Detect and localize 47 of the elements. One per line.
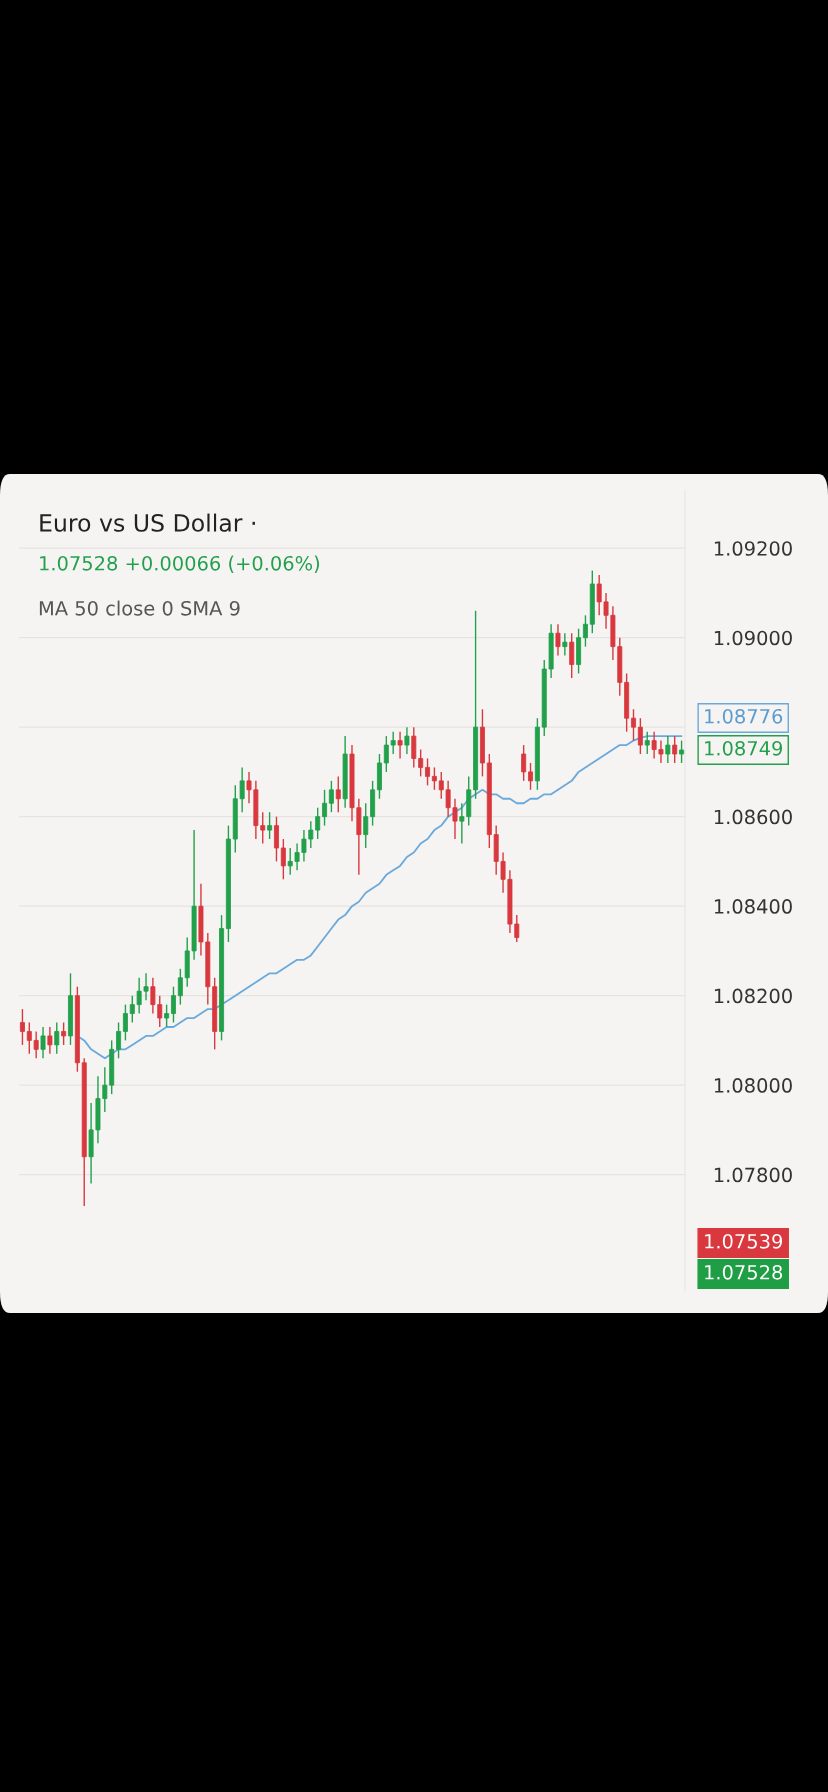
- candlestick: [431, 766, 437, 791]
- candlestick: [171, 986, 176, 1024]
- annotation: MA 50 close 0 SMA 9: [39, 600, 240, 616]
- candlestick: [679, 739, 685, 764]
- candlestick: [177, 968, 183, 1006]
- candlestick: [328, 780, 334, 813]
- text: 1.07528 +0.00066 (+0.06%): [40, 555, 320, 573]
- y-tick-label: 1.09200: [714, 541, 792, 556]
- text: 1.07539: [705, 1233, 783, 1249]
- candlestick: [335, 775, 341, 813]
- y-tick-label: 1.08400: [714, 899, 792, 914]
- candlestick: [54, 1021, 60, 1055]
- y-tick-label: 1.07800: [714, 1167, 792, 1183]
- text: 1.08749: [705, 740, 783, 756]
- candlestick: [569, 632, 575, 679]
- candlestick: [280, 838, 286, 881]
- candlestick: [116, 1021, 122, 1060]
- candlestick: [631, 708, 636, 742]
- candlestick: [521, 744, 527, 782]
- candlestick: [61, 1021, 67, 1046]
- candlestick: [47, 1026, 53, 1055]
- candlestick: [322, 789, 328, 827]
- text: Euro vs US Dollar ·: [40, 513, 255, 532]
- text: 1.08776: [705, 708, 783, 724]
- candlestick: [404, 726, 410, 755]
- candlestick: [40, 1026, 46, 1060]
- candlestick: [644, 730, 650, 755]
- candlestick: [363, 802, 369, 849]
- text: 1.07528: [705, 1264, 783, 1280]
- candlestick: [582, 614, 588, 648]
- candlestick: [19, 1008, 25, 1046]
- y-tick-label: 1.08200: [714, 988, 792, 1004]
- candlestick: [397, 730, 403, 760]
- candlestick: [164, 1003, 170, 1028]
- candlestick: [555, 623, 561, 657]
- candlestick: [562, 632, 568, 657]
- y-tick-label: 1.08000: [714, 1078, 792, 1093]
- candlestick: [665, 735, 671, 764]
- candlestick: [425, 757, 431, 787]
- candlestick: [267, 811, 273, 840]
- y-tick-label: 1.09000: [714, 630, 792, 646]
- candlestick: [122, 1003, 128, 1042]
- candlestick: [273, 815, 279, 863]
- y-tick-label: 1.08600: [714, 809, 792, 825]
- candlestick: [637, 717, 643, 755]
- candlestick: [528, 762, 533, 791]
- candlestick: [672, 735, 678, 764]
